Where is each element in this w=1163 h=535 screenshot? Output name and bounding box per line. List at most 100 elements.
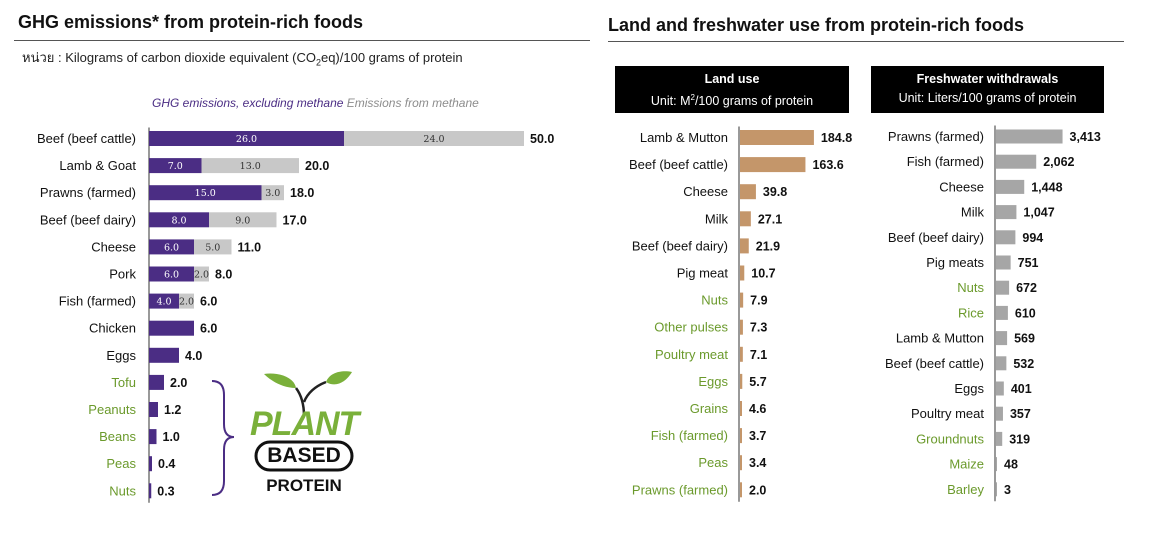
ghg-total-label: 6.0 (200, 322, 217, 336)
ghg-bar-excluding-methane (149, 293, 179, 309)
ghg-bar-excluding-methane (149, 429, 157, 445)
water-category-label: Beef (beef dairy) (888, 230, 984, 245)
water-value-label: 2,062 (1043, 155, 1074, 169)
ghg-segment-label: 7.0 (168, 161, 183, 172)
land-category-label: Beef (beef dairy) (632, 238, 728, 253)
land-use-unit-suffix: /100 grams of protein (694, 94, 814, 109)
ghg-segment-label: 13.0 (240, 161, 261, 172)
land-bar (740, 319, 743, 335)
land-value-label: 5.7 (749, 375, 766, 389)
water-value-label: 751 (1018, 256, 1039, 270)
water-bar (996, 280, 1010, 295)
ghg-category-label: Cheese (91, 239, 136, 254)
ghg-unit-subscript: 2 (315, 57, 321, 68)
land-use-header: Land use Unit: M2/100 grams of protein (615, 66, 849, 113)
water-value-label: 1,047 (1023, 206, 1054, 220)
ghg-total-label: 2.0 (170, 376, 187, 390)
ghg-category-label: Eggs (106, 348, 136, 363)
water-bar (996, 255, 1011, 270)
land-bar (740, 455, 742, 471)
land-value-label: 2.0 (749, 483, 766, 497)
ghg-segment-label: 2.0 (194, 270, 209, 281)
ghg-bar-methane (194, 266, 209, 282)
water-bar (996, 129, 1063, 144)
ghg-bar-methane (261, 185, 284, 201)
ghg-bar-excluding-methane (149, 374, 164, 390)
land-value-label: 10.7 (751, 267, 775, 281)
ghg-chart: Beef (beef cattle) 26.0 24.0 50.0 Lamb & Goa… (37, 127, 554, 503)
legend-excluding-methane: GHG emissions, excluding methane (152, 96, 344, 110)
water-category-label: Barley (947, 482, 984, 497)
water-value-label: 3,413 (1070, 130, 1101, 144)
water-value-label: 610 (1015, 306, 1036, 320)
ghg-total-label: 11.0 (238, 240, 262, 254)
land-bar (740, 130, 814, 145)
ghg-unit-label: หน่วย : Kilograms of carbon dioxide equi… (22, 47, 463, 68)
ghg-total-label: 0.4 (158, 457, 175, 471)
water-bar (996, 381, 1004, 396)
ghg-category-label: Peas (106, 456, 136, 471)
land-value-label: 3.4 (749, 456, 766, 470)
water-bar (996, 305, 1008, 320)
water-category-label: Fish (farmed) (907, 154, 984, 169)
logo-plant-text: PLANT (250, 405, 359, 443)
ghg-unit-suffix: eq)/100 grams of protein (320, 50, 463, 65)
freshwater-header: Freshwater withdrawals Unit: Liters/100 … (871, 66, 1104, 113)
ghg-segment-label: 3.0 (265, 188, 280, 199)
water-category-label: Beef (beef cattle) (885, 356, 984, 371)
land-category-label: Milk (705, 211, 729, 226)
land-use-unit: Unit: M2/100 grams of protein (615, 88, 849, 111)
land-bar (740, 482, 742, 498)
water-bar (996, 205, 1017, 220)
land-bar (740, 265, 745, 281)
ghg-total-label: 50.0 (530, 132, 554, 146)
water-category-label: Cheese (939, 179, 984, 194)
ghg-segment-label: 15.0 (195, 188, 216, 199)
land-bar (740, 184, 756, 200)
ghg-segment-label: 6.0 (164, 270, 179, 281)
ghg-category-label: Beef (beef dairy) (40, 212, 136, 227)
water-category-label: Eggs (954, 381, 984, 396)
ghg-total-label: 4.0 (185, 349, 202, 363)
ghg-total-label: 6.0 (200, 295, 217, 309)
ghg-total-label: 17.0 (283, 213, 307, 227)
leaf-icon (254, 371, 354, 472)
land-use-header-title: Land use (704, 72, 760, 86)
ghg-category-label: Beans (99, 429, 136, 444)
ghg-unit-prefix: หน่วย : Kilograms of carbon dioxide equi… (22, 50, 316, 65)
freshwater-chart: Prawns (farmed) 3,413 Fish (farmed) 2,062 Ch… (885, 125, 1101, 502)
ghg-segment-label: 5.0 (205, 242, 220, 253)
ghg-total-label: 0.3 (157, 484, 174, 498)
water-value-label: 569 (1014, 332, 1035, 346)
water-bar (996, 154, 1037, 169)
land-category-label: Fish (farmed) (651, 428, 728, 443)
land-value-label: 163.6 (812, 158, 843, 172)
ghg-bar-excluding-methane (149, 347, 179, 363)
water-category-label: Groundnuts (916, 431, 984, 446)
ghg-total-label: 1.2 (164, 403, 181, 417)
land-category-label: Cheese (683, 184, 728, 199)
land-water-title-rule (608, 41, 1124, 42)
ghg-segment-label: 9.0 (235, 215, 250, 226)
water-value-label: 1,448 (1031, 180, 1062, 194)
ghg-total-label: 8.0 (215, 268, 232, 282)
ghg-segment-label: 6.0 (164, 242, 179, 253)
legend-methane: Emissions from methane (346, 96, 479, 110)
ghg-total-label: 1.0 (163, 430, 180, 444)
ghg-bar-excluding-methane (149, 239, 194, 255)
ghg-segment-label: 8.0 (171, 215, 186, 226)
water-category-label: Pig meats (926, 255, 984, 270)
water-value-label: 532 (1013, 357, 1034, 371)
ghg-chart-title: GHG emissions* from protein-rich foods (18, 12, 364, 32)
water-value-label: 401 (1011, 382, 1032, 396)
land-bar (740, 292, 744, 308)
land-category-label: Beef (beef cattle) (629, 157, 728, 172)
land-bar (740, 373, 743, 389)
land-category-label: Prawns (farmed) (632, 482, 728, 497)
land-value-label: 7.1 (750, 348, 767, 362)
ghg-bar-methane (209, 212, 277, 228)
water-category-label: Rice (958, 305, 984, 320)
land-category-label: Peas (698, 455, 728, 470)
logo-protein-text: PROTEIN (266, 476, 342, 495)
water-value-label: 672 (1016, 281, 1037, 295)
